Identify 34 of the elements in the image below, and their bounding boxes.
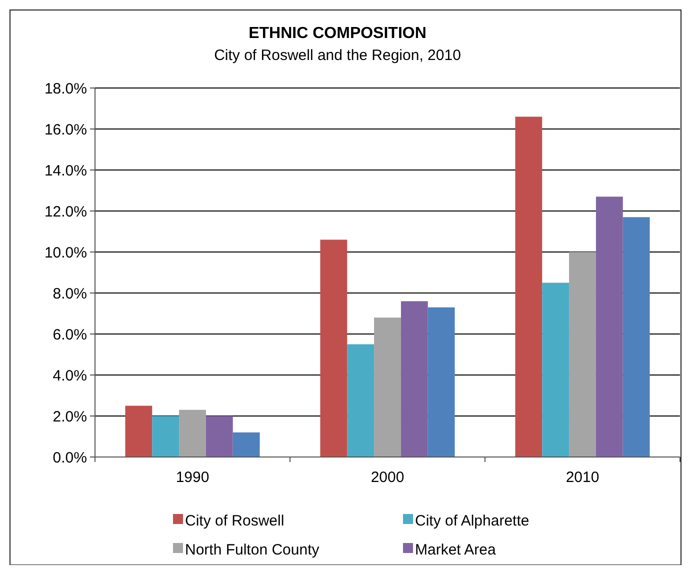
chart-title: ETHNIC COMPOSITION — [248, 25, 426, 42]
x-tick-label: 2000 — [370, 469, 404, 486]
bar — [515, 116, 542, 457]
y-tick-label: 0.0% — [52, 449, 87, 466]
y-tick-label: 12.0% — [44, 203, 87, 220]
y-tick-label: 6.0% — [52, 326, 87, 344]
bar — [125, 406, 152, 457]
y-tick-label: 16.0% — [44, 121, 87, 138]
bar — [374, 318, 401, 457]
bar — [232, 432, 260, 457]
bar — [347, 344, 374, 457]
bar — [596, 196, 623, 457]
legend-label: City of Roswell — [185, 512, 284, 530]
y-tick-label: 8.0% — [52, 285, 87, 302]
bar — [569, 252, 596, 457]
legend-label: North Fulton County — [185, 541, 320, 558]
y-tick-label: 2.0% — [52, 408, 87, 426]
bar — [542, 282, 570, 457]
chart-subtitle: City of Roswell and the Region, 2010 — [214, 47, 461, 64]
y-tick-label: 14.0% — [44, 162, 87, 180]
bar — [320, 240, 348, 457]
bar — [622, 217, 650, 457]
legend-label: Market Area — [415, 541, 497, 558]
bar — [206, 416, 233, 457]
x-tick-label: 2010 — [566, 469, 600, 486]
y-tick-label: 4.0% — [52, 367, 87, 384]
x-tick-label: 1990 — [176, 469, 210, 486]
bar — [152, 416, 180, 457]
legend-label: City of Alpharette — [415, 512, 530, 530]
bar — [400, 301, 428, 457]
bar — [428, 307, 455, 457]
bar — [179, 410, 206, 457]
y-tick-label: 10.0% — [44, 244, 87, 262]
y-tick-label: 18.0% — [44, 80, 87, 98]
